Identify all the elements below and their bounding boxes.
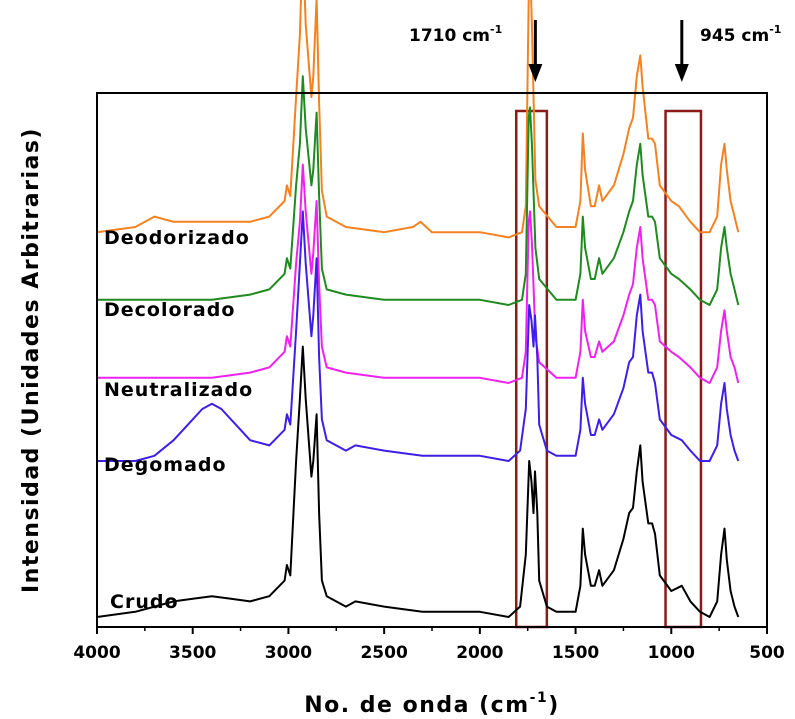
x-tick-label: 3500 [169, 643, 216, 663]
series-labels: Deodorizado Decolorado Neutralizado Degomad… [104, 227, 253, 613]
series-line-degomado [97, 210, 740, 462]
x-tick-label: 500 [749, 643, 785, 663]
x-tick-label: 1000 [648, 643, 695, 663]
x-tick-label: 3000 [265, 643, 312, 663]
highlight-box [664, 109, 703, 629]
x-tick-label: 2000 [456, 643, 503, 663]
x-tick-label: 1500 [552, 643, 599, 663]
highlight-boxes [514, 109, 703, 629]
annotation-label-sup: -1 [769, 23, 781, 36]
y-axis-title: Intensidad (Unidades Arbitrarias) [19, 127, 44, 593]
x-tick-label: 4000 [73, 643, 120, 663]
annotation-arrow-head [528, 64, 543, 82]
x-axis-ticks: 4000 3500 3000 2500 2000 1500 1000 500 [73, 627, 785, 663]
series-label-degomado: Degomado [104, 454, 227, 476]
series-line-neutralizado [97, 163, 740, 384]
x-tick-label: 2500 [360, 643, 407, 663]
series-label-decolorado: Decolorado [104, 299, 235, 321]
x-axis-title-end: ) [548, 693, 560, 718]
series-label-crudo: Crudo [110, 591, 179, 613]
series-line-deodorizado [96, 0, 740, 239]
annotation-label-main: 945 cm [700, 26, 769, 46]
series-label-deodorizado: Deodorizado [104, 227, 250, 249]
annotation-label: 1710 cm-1 [409, 23, 502, 46]
series-line-decolorado [97, 75, 740, 306]
peak-annotations: 1710 cm-1 945 cm-1 [409, 20, 781, 82]
x-axis-title: No. de onda (cm-1) [304, 690, 560, 718]
series-label-neutralizado: Neutralizado [104, 379, 253, 401]
annotation-label-sup: -1 [490, 23, 502, 36]
annotation-arrow-head [674, 64, 689, 82]
annotation-label-main: 1710 cm [409, 26, 490, 46]
series-line-crudo [96, 345, 740, 618]
highlight-box [514, 109, 549, 629]
x-axis-title-sup: -1 [530, 690, 549, 706]
annotation-label: 945 cm-1 [700, 23, 781, 46]
x-axis-title-main: No. de onda (cm [304, 693, 529, 718]
spectra-series [96, 0, 740, 618]
